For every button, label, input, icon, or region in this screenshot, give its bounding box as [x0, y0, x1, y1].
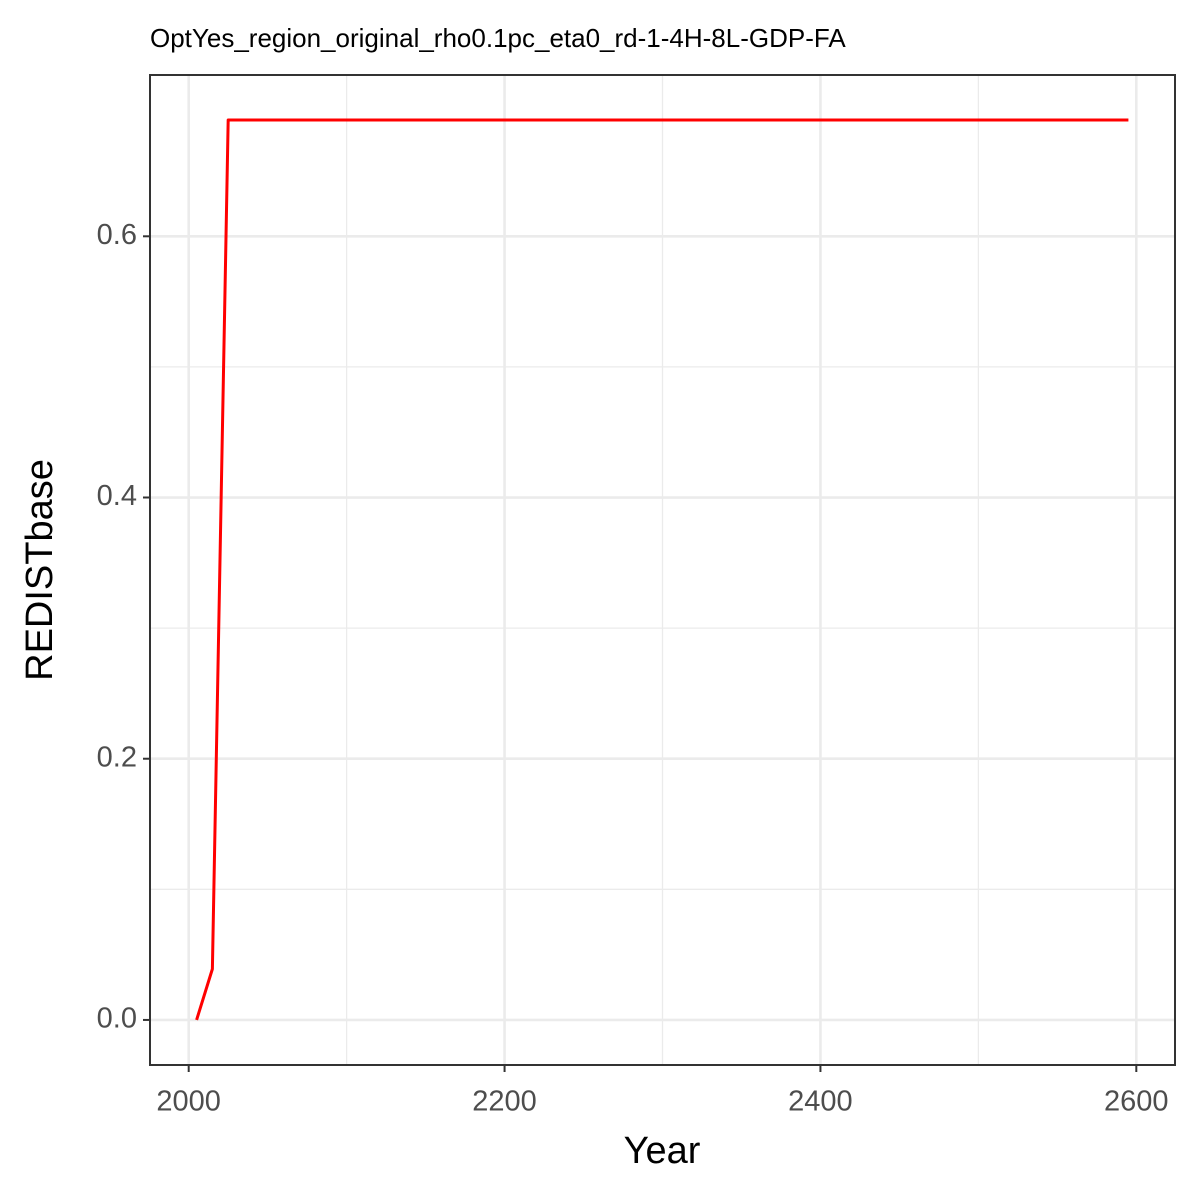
- x-tick-label: 2000: [156, 1086, 221, 1118]
- line-series: [195, 118, 1129, 1021]
- y-tick-label: 0.2: [97, 741, 137, 773]
- x-axis-title: Year: [624, 1130, 701, 1172]
- y-tick-label: 0.6: [97, 219, 137, 251]
- x-tick-label: 2400: [788, 1086, 853, 1118]
- y-tick-label: 0.0: [97, 1003, 137, 1035]
- x-tick-label: 2600: [1104, 1086, 1169, 1118]
- x-tick-label: 2200: [472, 1086, 537, 1118]
- chart-title: OptYes_region_original_rho0.1pc_eta0_rd-…: [150, 23, 846, 53]
- y-axis-title: REDISTbase: [19, 459, 61, 681]
- plot-border: [149, 74, 1176, 1066]
- y-tick-label: 0.4: [97, 480, 137, 512]
